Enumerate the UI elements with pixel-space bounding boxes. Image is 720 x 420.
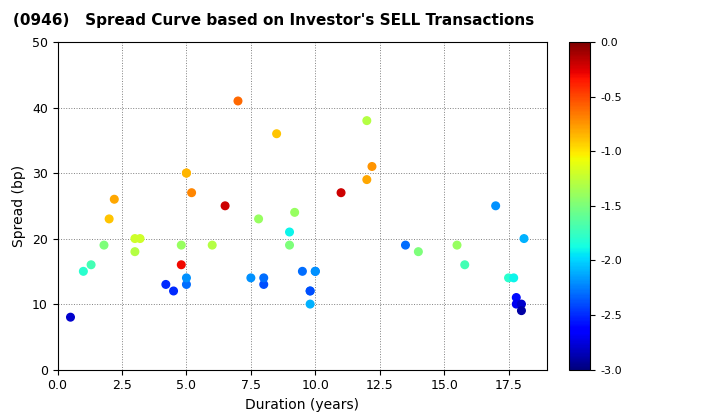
Point bbox=[490, 202, 501, 209]
Point bbox=[98, 242, 109, 249]
Point bbox=[129, 248, 140, 255]
Point bbox=[361, 117, 372, 124]
Text: (0946)   Spread Curve based on Investor's SELL Transactions: (0946) Spread Curve based on Investor's … bbox=[13, 13, 534, 28]
Point bbox=[305, 288, 316, 294]
Point bbox=[245, 275, 256, 281]
Point bbox=[135, 235, 146, 242]
Point bbox=[186, 189, 197, 196]
Point bbox=[516, 301, 527, 307]
Point bbox=[181, 275, 192, 281]
Point bbox=[297, 268, 308, 275]
Point bbox=[129, 235, 140, 242]
Point bbox=[160, 281, 171, 288]
Point bbox=[233, 97, 244, 104]
X-axis label: Duration (years): Duration (years) bbox=[246, 398, 359, 412]
Point bbox=[78, 268, 89, 275]
Point bbox=[310, 268, 321, 275]
Point bbox=[258, 281, 269, 288]
Point bbox=[109, 196, 120, 202]
Point bbox=[176, 242, 187, 249]
Point bbox=[508, 275, 519, 281]
Point bbox=[366, 163, 378, 170]
Point bbox=[220, 202, 231, 209]
Y-axis label: Spread (bp): Spread (bp) bbox=[12, 165, 27, 247]
Point bbox=[413, 248, 424, 255]
Point bbox=[518, 235, 530, 242]
Point bbox=[451, 242, 463, 249]
Point bbox=[503, 275, 514, 281]
Point bbox=[86, 261, 97, 268]
Point bbox=[510, 301, 522, 307]
Point bbox=[516, 307, 527, 314]
Point bbox=[181, 170, 192, 176]
Point bbox=[168, 288, 179, 294]
Point bbox=[459, 261, 470, 268]
Point bbox=[65, 314, 76, 320]
Point bbox=[305, 288, 316, 294]
Point bbox=[361, 176, 372, 183]
Point bbox=[510, 294, 522, 301]
Point bbox=[258, 275, 269, 281]
Point bbox=[271, 130, 282, 137]
Point bbox=[305, 301, 316, 307]
Point bbox=[253, 215, 264, 222]
Point bbox=[310, 268, 321, 275]
Point bbox=[207, 242, 218, 249]
Point bbox=[181, 170, 192, 176]
Point bbox=[176, 261, 187, 268]
Point bbox=[400, 242, 411, 249]
Point bbox=[104, 215, 115, 222]
Point bbox=[284, 228, 295, 235]
Point bbox=[284, 242, 295, 249]
Point bbox=[289, 209, 300, 216]
Point bbox=[336, 189, 347, 196]
Point bbox=[181, 281, 192, 288]
